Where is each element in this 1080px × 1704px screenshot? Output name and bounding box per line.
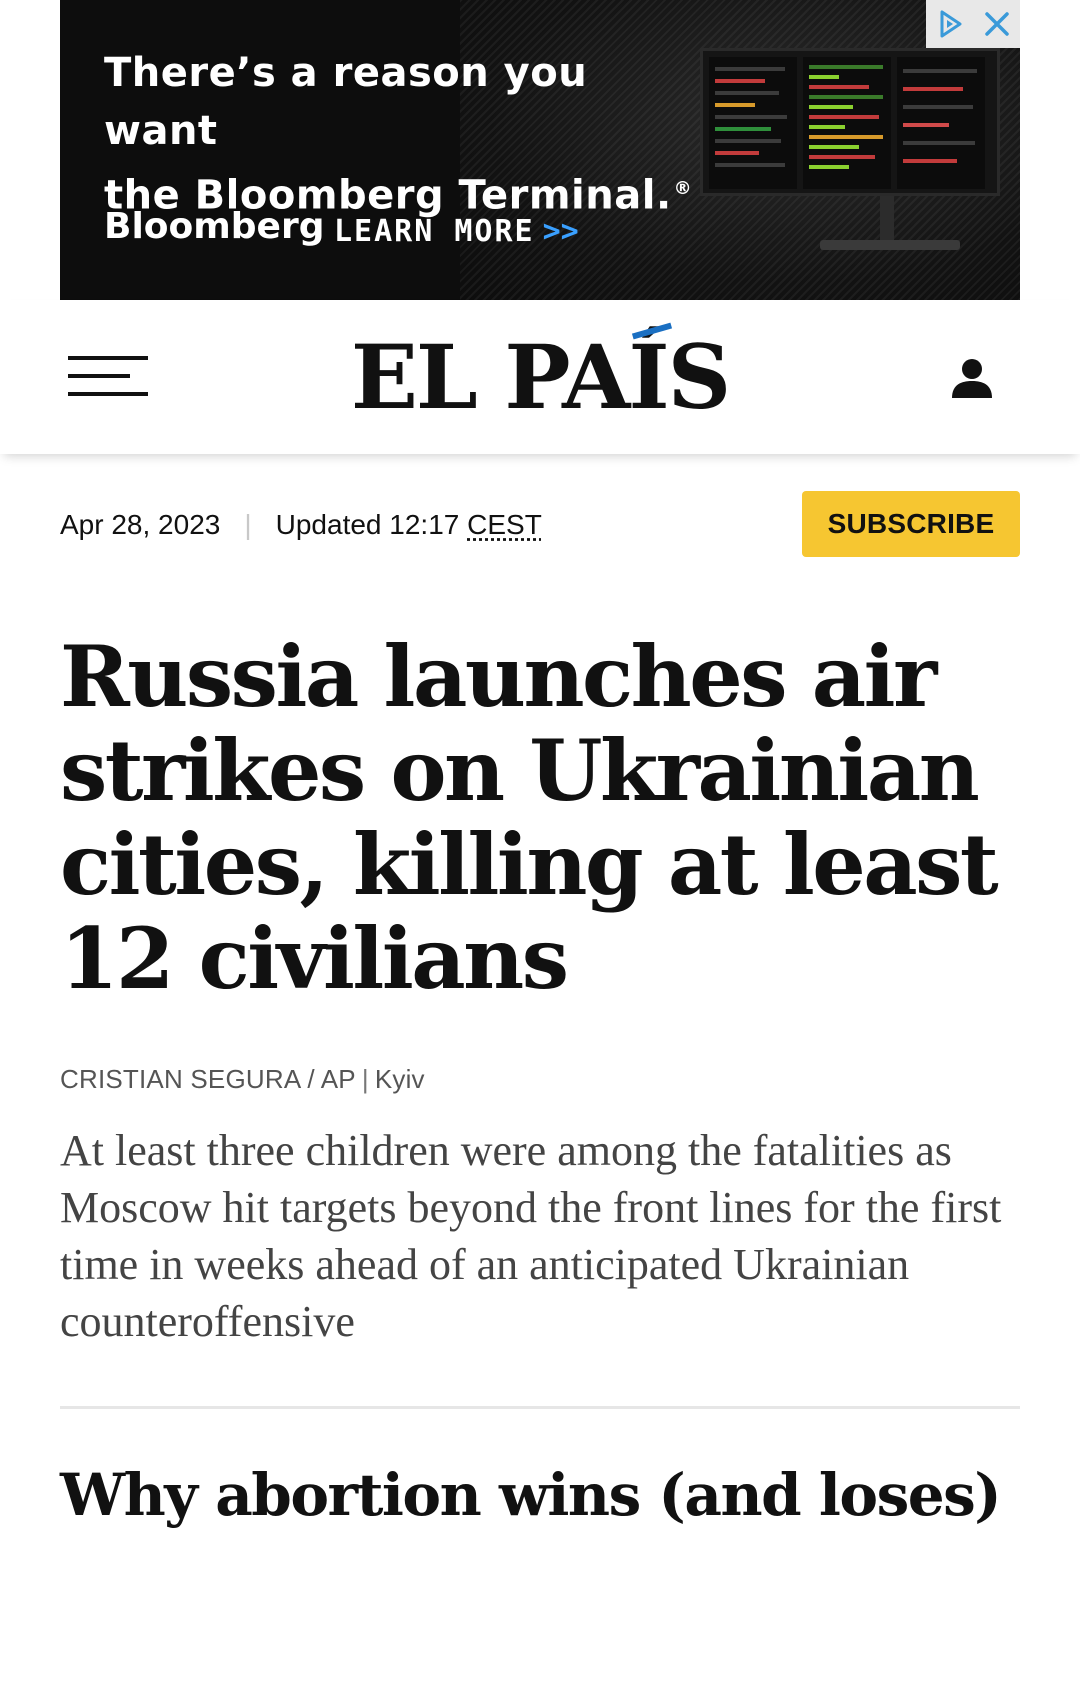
ad-learn-more-link[interactable]: LEARN MORE >> (334, 214, 579, 249)
ad-brand-logo: Bloomberg (104, 206, 325, 247)
ad-cta-label: LEARN MORE (334, 214, 535, 249)
adchoices-icon[interactable] (926, 0, 973, 48)
ad-terminal-monitor-image (700, 48, 1000, 196)
publish-date: Apr 28, 2023 (60, 509, 221, 540)
article-headline: Russia launches air strikes on Ukrainian… (60, 627, 999, 1008)
ad-choices-controls (926, 0, 1020, 48)
ad-headline-line2-text: the Bloomberg Terminal. (104, 172, 672, 219)
updated-time: Updated 12:17 (275, 509, 460, 540)
author-link[interactable]: CRISTIAN SEGURA / AP (60, 1064, 356, 1094)
timezone-abbr: CEST (467, 509, 542, 540)
ad-monitor-stand (880, 196, 894, 242)
ad-monitor-base (820, 240, 960, 250)
next-article-title[interactable]: Why abortion wins (and loses) (60, 1461, 1002, 1529)
ad-cta-arrow-icon: >> (542, 214, 579, 249)
byline-separator: | (361, 1064, 369, 1094)
site-logo[interactable]: EL PAÍS (350, 325, 731, 429)
ad-headline-line2: the Bloomberg Terminal. ® (104, 160, 704, 224)
registered-mark: ® (673, 178, 693, 199)
section-divider (60, 1406, 1020, 1409)
ad-headline-line1: There’s a reason you want (104, 50, 588, 154)
ad-banner[interactable]: There’s a reason you want the Bloomberg … (60, 0, 1020, 300)
dateline-separator: | (244, 509, 252, 540)
article-dateline: Apr 28, 2023 | Updated 12:17 CEST (60, 505, 542, 545)
ad-monitor-screen (897, 57, 985, 189)
ad-headline: There’s a reason you want the Bloomberg … (104, 44, 704, 224)
article-summary: At least three children were among the f… (60, 1126, 1002, 1346)
subscribe-button[interactable]: SUBSCRIBE (802, 491, 1020, 557)
hamburger-menu-icon[interactable] (68, 350, 148, 404)
user-account-icon[interactable] (948, 354, 996, 402)
site-header: EL PAÍS (0, 300, 1080, 454)
ad-monitor-screen (709, 57, 797, 189)
dateline-location: Kyiv (374, 1064, 425, 1094)
article-byline: CRISTIAN SEGURA / AP | Kyiv (60, 1064, 425, 1095)
close-ad-icon[interactable] (973, 0, 1020, 48)
ad-monitor-screen (803, 57, 891, 189)
